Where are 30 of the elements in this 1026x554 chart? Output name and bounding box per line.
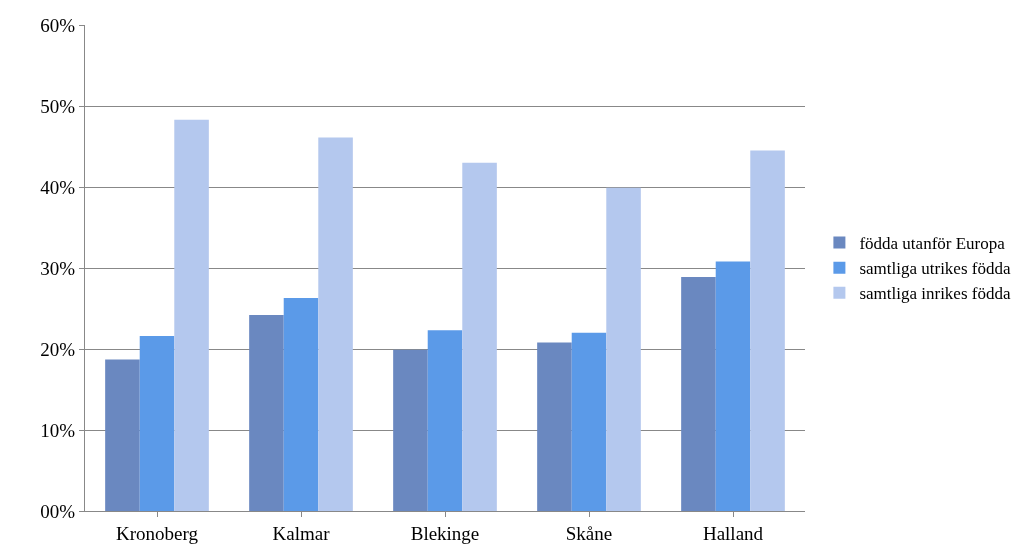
bar bbox=[283, 297, 319, 511]
bar bbox=[174, 119, 209, 511]
bar bbox=[715, 261, 751, 511]
bar bbox=[393, 349, 428, 511]
y-tick-label: 60% bbox=[40, 14, 76, 36]
legend-label: samtliga inrikes födda bbox=[859, 284, 1011, 304]
bar bbox=[606, 187, 641, 511]
legend-label: samtliga utrikes födda bbox=[859, 259, 1011, 279]
bar bbox=[571, 332, 607, 511]
y-tick-label: 10% bbox=[40, 419, 76, 441]
x-tick-label: Kronoberg bbox=[116, 522, 199, 544]
x-tick-label: Skåne bbox=[565, 522, 613, 544]
bar bbox=[427, 330, 463, 511]
x-tick-label: Blekinge bbox=[410, 522, 480, 544]
bar bbox=[249, 314, 284, 511]
x-tick-label: Halland bbox=[702, 522, 764, 544]
bar bbox=[537, 342, 572, 511]
bar bbox=[105, 359, 140, 511]
y-tick-label: 30% bbox=[40, 257, 76, 279]
legend-label: födda utanför Europa bbox=[859, 234, 1006, 254]
bar bbox=[750, 150, 785, 511]
bar bbox=[681, 276, 716, 511]
y-tick-label: 50% bbox=[40, 95, 76, 117]
bar bbox=[318, 137, 353, 511]
y-tick-label: 00% bbox=[40, 500, 76, 522]
y-tick-label: 20% bbox=[40, 338, 76, 360]
x-tick-label: Kalmar bbox=[272, 522, 331, 544]
y-tick-label: 40% bbox=[40, 176, 76, 198]
bar bbox=[462, 162, 497, 511]
bar bbox=[139, 336, 175, 511]
